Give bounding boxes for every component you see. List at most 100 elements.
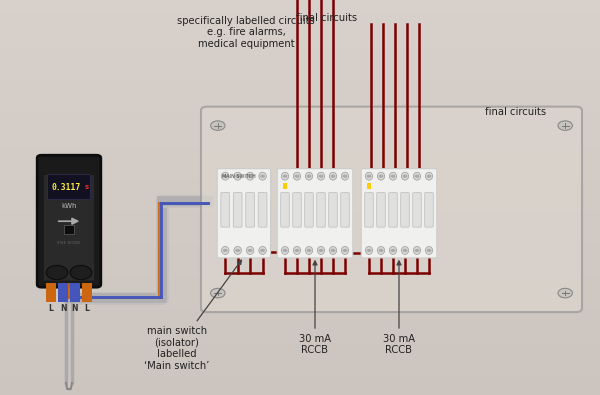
Bar xyxy=(0,283,600,290)
Ellipse shape xyxy=(425,246,433,254)
Bar xyxy=(0,66,600,72)
Bar xyxy=(0,198,600,204)
Bar xyxy=(0,0,600,7)
Circle shape xyxy=(46,265,68,280)
FancyBboxPatch shape xyxy=(305,192,313,227)
Bar xyxy=(367,183,371,189)
Ellipse shape xyxy=(329,172,337,180)
Bar xyxy=(0,237,600,244)
Circle shape xyxy=(235,175,240,178)
Circle shape xyxy=(558,288,572,298)
FancyBboxPatch shape xyxy=(277,169,353,258)
Circle shape xyxy=(223,175,227,178)
Bar xyxy=(0,86,600,92)
Bar xyxy=(0,184,600,191)
Ellipse shape xyxy=(259,172,266,180)
FancyBboxPatch shape xyxy=(43,175,95,281)
Bar xyxy=(58,283,68,302)
Bar xyxy=(0,303,600,309)
Bar xyxy=(82,283,92,302)
Bar xyxy=(0,211,600,217)
FancyBboxPatch shape xyxy=(401,192,409,227)
Bar xyxy=(0,165,600,171)
Ellipse shape xyxy=(234,172,241,180)
Circle shape xyxy=(295,249,299,252)
FancyBboxPatch shape xyxy=(361,169,437,258)
Ellipse shape xyxy=(413,246,421,254)
Bar xyxy=(0,349,600,356)
Ellipse shape xyxy=(221,172,229,180)
Bar xyxy=(0,356,600,362)
Bar xyxy=(0,178,600,184)
Circle shape xyxy=(319,249,323,252)
Circle shape xyxy=(391,175,395,178)
Circle shape xyxy=(260,249,265,252)
Circle shape xyxy=(427,175,431,178)
Circle shape xyxy=(331,175,335,178)
Bar xyxy=(0,388,600,395)
Circle shape xyxy=(248,175,253,178)
Bar xyxy=(0,191,600,198)
Ellipse shape xyxy=(317,246,325,254)
Circle shape xyxy=(211,288,225,298)
Bar xyxy=(0,224,600,230)
Bar xyxy=(0,20,600,26)
FancyBboxPatch shape xyxy=(317,192,325,227)
Circle shape xyxy=(295,175,299,178)
Bar xyxy=(0,72,600,79)
Ellipse shape xyxy=(413,172,421,180)
FancyBboxPatch shape xyxy=(293,192,301,227)
Bar xyxy=(0,375,600,382)
Bar xyxy=(0,125,600,132)
Text: main switch
(isolator)
labelled
‘Main switch’: main switch (isolator) labelled ‘Main sw… xyxy=(145,260,241,371)
Bar xyxy=(0,309,600,316)
Circle shape xyxy=(283,249,287,252)
Circle shape xyxy=(367,175,371,178)
Bar xyxy=(0,382,600,388)
Bar xyxy=(0,33,600,40)
Ellipse shape xyxy=(259,246,266,254)
Circle shape xyxy=(415,175,419,178)
Circle shape xyxy=(70,265,92,280)
Ellipse shape xyxy=(329,246,337,254)
Bar xyxy=(0,59,600,66)
Bar xyxy=(0,105,600,112)
FancyBboxPatch shape xyxy=(425,192,433,227)
Bar xyxy=(0,257,600,263)
FancyBboxPatch shape xyxy=(37,155,101,287)
Circle shape xyxy=(379,249,383,252)
Ellipse shape xyxy=(317,172,325,180)
Bar xyxy=(283,183,287,189)
Bar xyxy=(0,296,600,303)
FancyBboxPatch shape xyxy=(377,192,385,227)
Ellipse shape xyxy=(341,246,349,254)
Circle shape xyxy=(307,175,311,178)
Bar xyxy=(0,244,600,250)
Text: L: L xyxy=(49,304,53,312)
Bar xyxy=(0,250,600,257)
Bar xyxy=(46,283,56,302)
Circle shape xyxy=(558,121,572,130)
FancyBboxPatch shape xyxy=(281,192,289,227)
Ellipse shape xyxy=(305,246,313,254)
Text: L: L xyxy=(85,304,89,312)
Circle shape xyxy=(343,249,347,252)
Text: final circuits: final circuits xyxy=(485,107,547,117)
Circle shape xyxy=(211,121,225,130)
Circle shape xyxy=(415,249,419,252)
Ellipse shape xyxy=(293,246,301,254)
Text: 30 mA
RCCB: 30 mA RCCB xyxy=(383,261,415,356)
Bar xyxy=(0,323,600,329)
Bar xyxy=(0,171,600,178)
Bar xyxy=(0,276,600,283)
Bar xyxy=(70,283,80,302)
Bar xyxy=(0,362,600,369)
FancyBboxPatch shape xyxy=(341,192,349,227)
FancyBboxPatch shape xyxy=(258,192,267,227)
Circle shape xyxy=(403,175,407,178)
Circle shape xyxy=(427,249,431,252)
Circle shape xyxy=(343,175,347,178)
Bar xyxy=(0,112,600,118)
Circle shape xyxy=(235,249,240,252)
Ellipse shape xyxy=(425,172,433,180)
